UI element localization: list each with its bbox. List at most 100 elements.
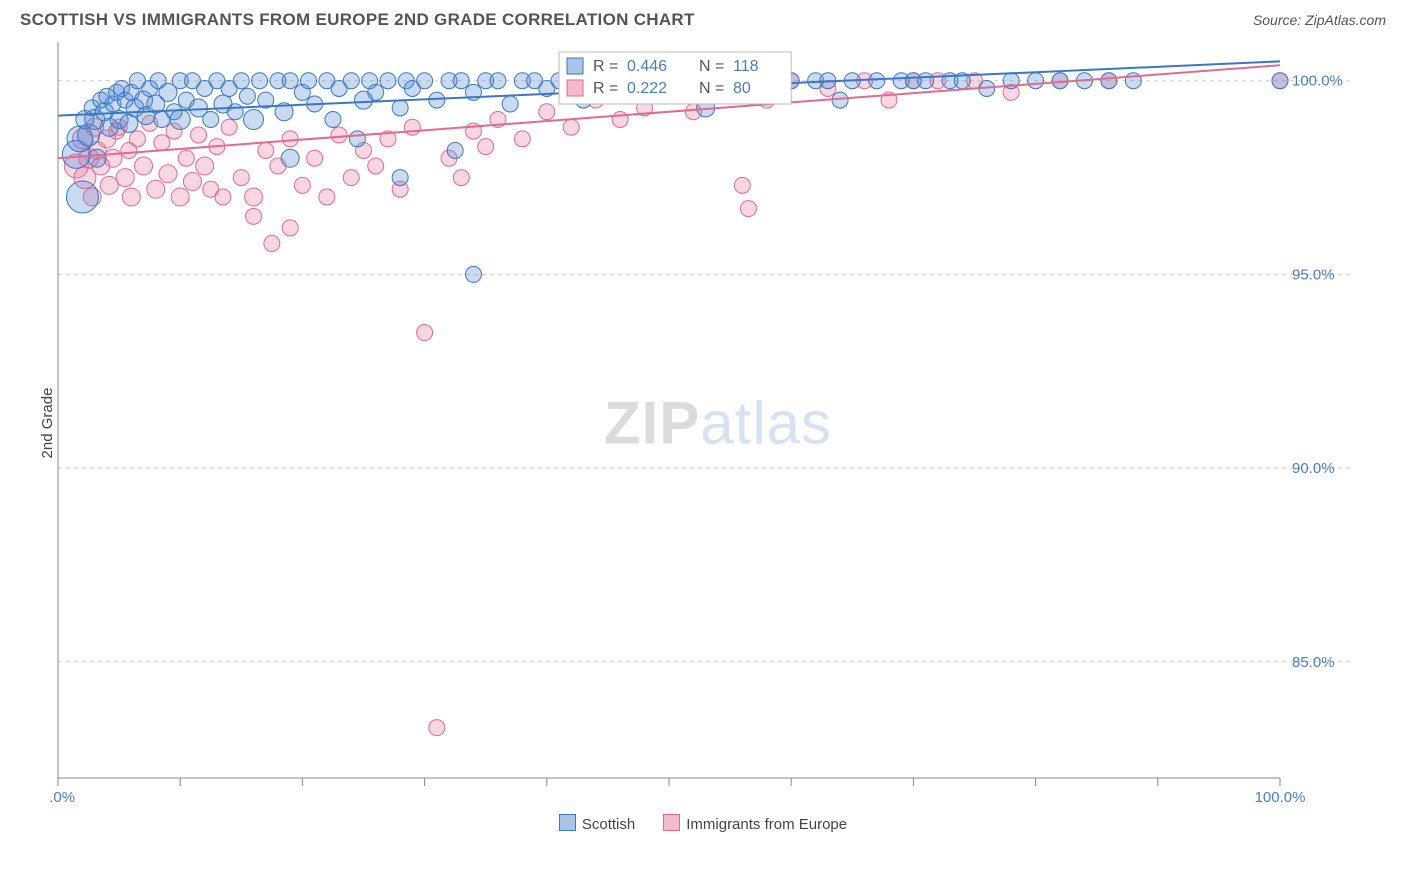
data-point: [221, 119, 237, 135]
data-point: [918, 73, 934, 89]
x-tick-label: 0.0%: [50, 789, 75, 806]
data-point: [183, 172, 201, 190]
data-point: [343, 73, 359, 89]
legend-swatch: [559, 814, 576, 831]
data-point: [191, 127, 207, 143]
data-point: [252, 73, 268, 89]
corr-swatch: [567, 80, 583, 96]
y-tick-label: 90.0%: [1292, 460, 1335, 477]
data-point: [301, 73, 317, 89]
corr-n-label: N =: [699, 80, 724, 97]
legend-label: Scottish: [582, 816, 635, 833]
data-point: [281, 149, 299, 167]
data-point: [404, 119, 420, 135]
data-point: [380, 73, 396, 89]
y-axis-title: 2nd Grade: [39, 388, 56, 459]
data-point: [129, 131, 145, 147]
data-point: [264, 235, 280, 251]
scatter-chart-svg: 85.0% 90.0% 95.0% 100.0% 0.0% 100.0% R = 0.446 N…: [50, 38, 1350, 808]
data-point: [453, 170, 469, 186]
source-label: Source:: [1253, 12, 1301, 28]
data-point: [453, 73, 469, 89]
data-point: [196, 157, 214, 175]
data-point: [417, 73, 433, 89]
corr-r-value: 0.222: [627, 80, 667, 97]
data-point: [66, 181, 98, 213]
data-point: [171, 188, 189, 206]
data-point: [246, 208, 262, 224]
data-point: [319, 189, 335, 205]
data-point: [116, 169, 134, 187]
data-point: [429, 720, 445, 736]
legend-swatch: [663, 814, 680, 831]
data-point: [429, 92, 445, 108]
data-point: [325, 111, 341, 127]
legend-label: Immigrants from Europe: [686, 816, 847, 833]
data-point: [563, 119, 579, 135]
data-point: [331, 127, 347, 143]
data-point: [135, 157, 153, 175]
chart-area: 2nd Grade 85.0%90.0%95.0%100.0%0.0%100.0…: [50, 38, 1386, 808]
data-point: [294, 177, 310, 193]
data-point: [178, 150, 194, 166]
data-point: [282, 220, 298, 236]
data-point: [368, 158, 384, 174]
data-point: [122, 188, 140, 206]
data-point: [1101, 73, 1117, 89]
data-point: [869, 73, 885, 89]
data-point: [740, 201, 756, 217]
source-credit: Source: ZipAtlas.com: [1253, 12, 1386, 28]
data-point: [349, 131, 365, 147]
data-point: [227, 104, 243, 120]
corr-n-value: 80: [733, 80, 751, 97]
data-point: [170, 109, 190, 129]
corr-swatch: [567, 58, 583, 74]
data-point: [233, 170, 249, 186]
data-point: [514, 131, 530, 147]
data-point: [490, 73, 506, 89]
data-point: [392, 170, 408, 186]
data-point: [465, 266, 481, 282]
y-tick-label: 95.0%: [1292, 266, 1335, 283]
data-point: [343, 170, 359, 186]
data-point: [244, 109, 264, 129]
corr-n-label: N =: [699, 58, 724, 75]
data-point: [539, 104, 555, 120]
data-point: [502, 96, 518, 112]
legend: Scottish Immigrants from Europe: [0, 814, 1406, 833]
data-point: [1272, 73, 1288, 89]
data-point: [307, 150, 323, 166]
chart-title: SCOTTISH VS IMMIGRANTS FROM EUROPE 2ND G…: [20, 10, 695, 30]
legend-item-scottish: Scottish: [559, 814, 635, 833]
data-point: [612, 111, 628, 127]
data-point: [147, 180, 165, 198]
data-point: [734, 177, 750, 193]
data-point: [392, 100, 408, 116]
y-tick-label: 85.0%: [1292, 654, 1335, 671]
data-point: [154, 135, 170, 151]
corr-r-label: R =: [593, 58, 618, 75]
data-point: [245, 188, 263, 206]
x-tick-label: 100.0%: [1255, 789, 1306, 806]
data-point: [88, 149, 106, 167]
data-point: [1028, 73, 1044, 89]
corr-r-label: R =: [593, 80, 618, 97]
data-point: [159, 165, 177, 183]
data-point: [368, 84, 384, 100]
series-immigrants: [64, 73, 1288, 736]
data-point: [233, 73, 249, 89]
source-value: ZipAtlas.com: [1305, 12, 1386, 28]
data-point: [100, 176, 118, 194]
corr-n-value: 118: [733, 58, 759, 75]
data-point: [282, 73, 298, 89]
legend-item-immigrants: Immigrants from Europe: [663, 814, 847, 833]
data-point: [203, 111, 219, 127]
data-point: [447, 142, 463, 158]
corr-r-value: 0.446: [627, 58, 667, 75]
chart-header: SCOTTISH VS IMMIGRANTS FROM EUROPE 2ND G…: [0, 0, 1406, 36]
data-point: [239, 88, 255, 104]
data-point: [104, 149, 122, 167]
y-tick-label: 100.0%: [1292, 73, 1343, 90]
data-point: [282, 131, 298, 147]
data-point: [258, 142, 274, 158]
